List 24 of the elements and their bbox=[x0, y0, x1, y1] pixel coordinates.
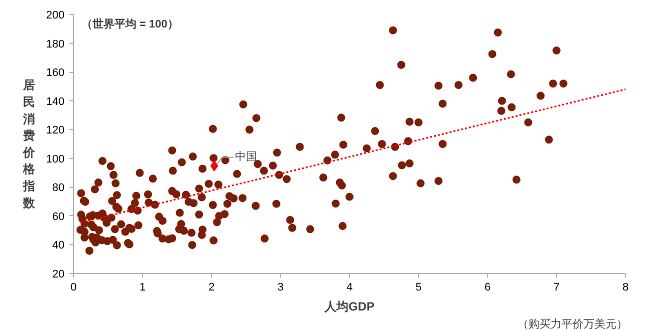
x-tick-label: 0 bbox=[70, 282, 77, 294]
y-tick-label: 200 bbox=[46, 10, 65, 22]
y-tick-label: 180 bbox=[46, 38, 65, 50]
x-tick-label: 5 bbox=[415, 282, 422, 294]
x-tick-label: 3 bbox=[277, 282, 284, 294]
text: （购买力平价万美元） bbox=[518, 318, 628, 330]
x-tick-label: 4 bbox=[346, 282, 353, 294]
x-tick-label: 6 bbox=[484, 282, 491, 294]
y-tick-label: 60 bbox=[52, 210, 65, 223]
y-tick-label: 160 bbox=[46, 67, 65, 80]
y-tick-label: 140 bbox=[46, 96, 65, 108]
y-axis-title: 居民消费价格指数 bbox=[22, 78, 36, 210]
annotation: （世界平均 = 100） bbox=[82, 18, 178, 30]
y-tick-label: 80 bbox=[52, 182, 65, 194]
y-tick-label: 120 bbox=[46, 124, 65, 137]
annotation: 中国 bbox=[234, 150, 257, 164]
x-tick-label: 7 bbox=[553, 282, 560, 294]
y-tick-label: 40 bbox=[52, 240, 65, 252]
y-tick-label: 100 bbox=[46, 153, 65, 166]
y-tick-label: 20 bbox=[52, 268, 65, 280]
x-tick-label: 8 bbox=[622, 282, 629, 294]
x-tick-label: 2 bbox=[208, 282, 215, 294]
x-axis-title: 人均GDP bbox=[324, 300, 375, 314]
x-tick-label: 1 bbox=[139, 282, 146, 294]
